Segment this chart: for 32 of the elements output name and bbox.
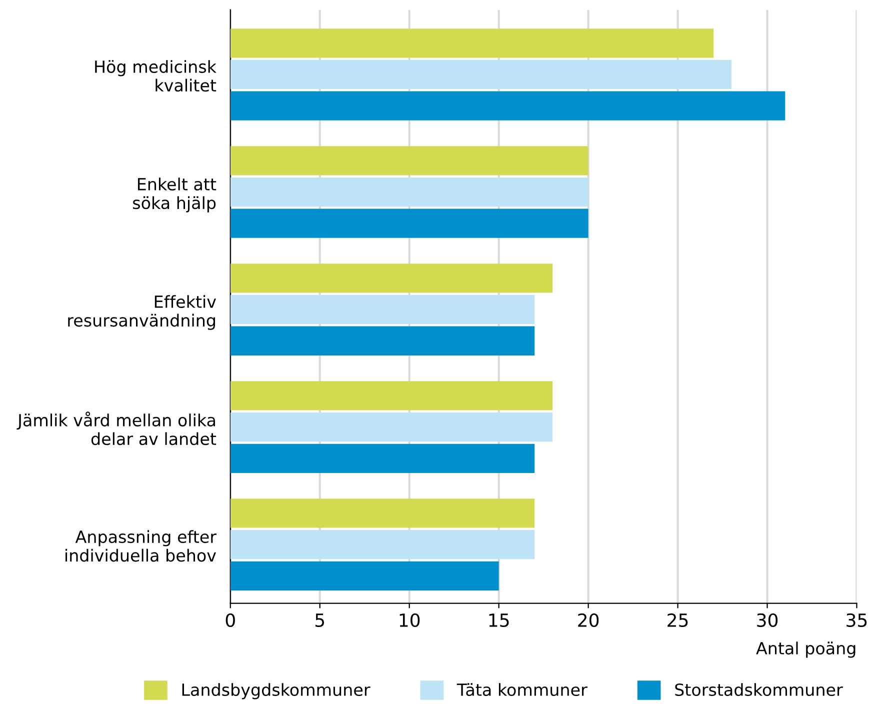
bar [230, 28, 714, 58]
bar [230, 412, 553, 442]
bar [230, 530, 535, 560]
y-tick-label: Hög medicinsk kvalitet [95, 60, 216, 92]
bar [230, 146, 588, 176]
legend-label: Landsbygdskommuner [182, 683, 370, 700]
x-tick-label: 35 [846, 613, 867, 628]
x-tick-label: 10 [400, 613, 420, 628]
bar [230, 264, 553, 293]
x-tick-label: 5 [316, 614, 324, 628]
y-tick-label: Enkelt att söka hjälp [133, 178, 216, 212]
y-tick-label: Anpassning efter individuella behov [66, 530, 216, 562]
x-tick-label: 30 [757, 613, 778, 628]
bar [230, 326, 535, 356]
bar [230, 208, 588, 238]
x-tick-label: 0 [226, 613, 235, 628]
x-tick-label: 15 [489, 614, 509, 628]
bar [230, 91, 786, 120]
bar [230, 498, 535, 528]
bar [230, 444, 535, 473]
legend-label: Täta kommuner [456, 683, 588, 696]
y-tick-label: Jämlik vård mellan olika delar av landet [16, 412, 216, 446]
bar [230, 177, 588, 207]
legend-label: Storstadskommuner [675, 683, 843, 696]
x-axis-title: Antal poäng [756, 642, 856, 658]
bar [230, 561, 499, 590]
x-tick-label: 25 [668, 613, 688, 628]
bar [230, 381, 553, 410]
bar [230, 294, 535, 324]
x-tick-label: 20 [578, 613, 599, 628]
bar [230, 60, 732, 90]
y-tick-label: Effektiv resursanvändning [68, 295, 216, 330]
